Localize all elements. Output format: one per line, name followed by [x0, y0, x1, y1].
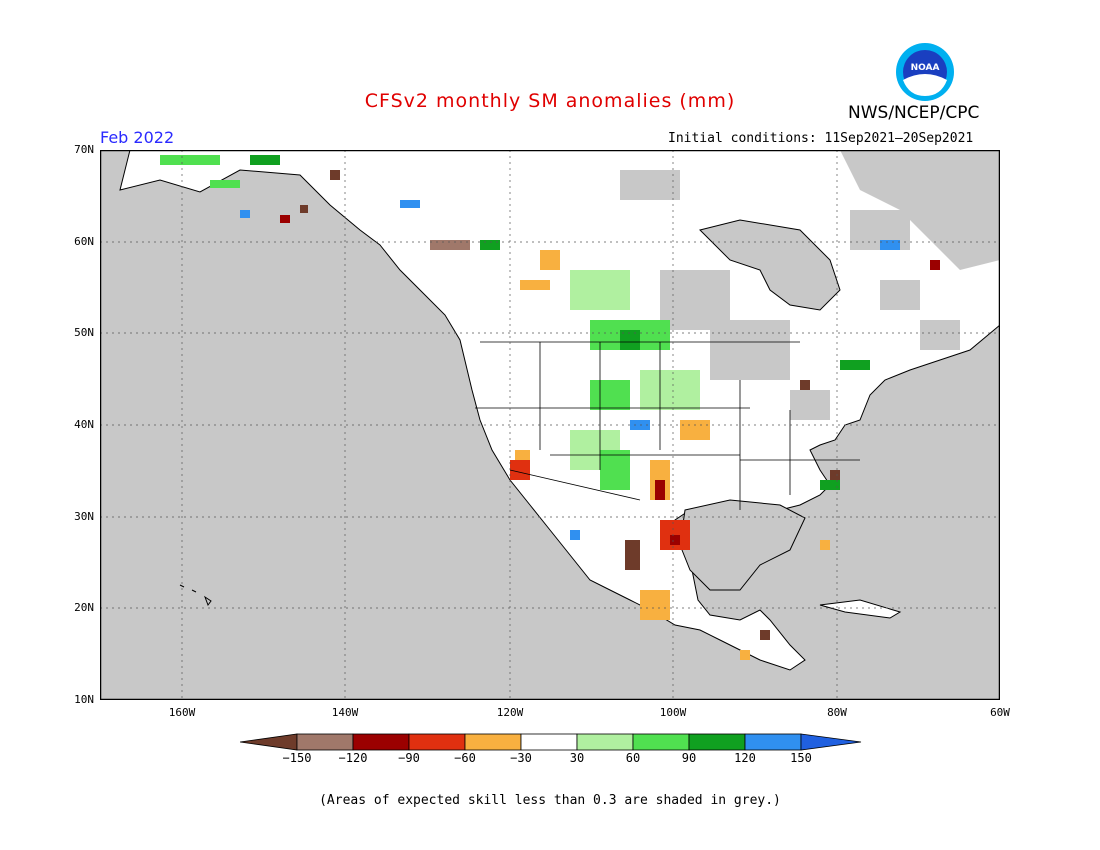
- greenland-region: [840, 150, 1000, 270]
- colorbar-tick: 120: [734, 751, 756, 765]
- map-title: CFSv2 monthly SM anomalies (mm): [364, 90, 736, 112]
- graticule: [100, 150, 1000, 700]
- lon-label-140w: 140W: [331, 706, 359, 719]
- svg-text:NOAA: NOAA: [911, 63, 940, 73]
- colorbar-tick: −30: [510, 751, 532, 765]
- hudson-bay: [699, 219, 841, 311]
- colorbar-cell-2: [296, 733, 354, 751]
- colorbar-cell-3: [352, 733, 410, 751]
- lon-label-100w: 100W: [659, 706, 687, 719]
- lat-label-70n: 70N: [74, 143, 94, 156]
- colorbar-cell-9: [688, 733, 746, 751]
- gulf-of-mexico: [679, 499, 806, 591]
- colorbar-cell-10: [744, 733, 802, 751]
- colorbar-cell-1: [240, 733, 298, 751]
- soil-moisture-map: [100, 150, 1000, 700]
- colorbar-cell-4: [408, 733, 466, 751]
- colorbar-tick: 30: [569, 751, 585, 765]
- anomaly-cells: [160, 155, 940, 660]
- colorbar: [240, 733, 862, 751]
- low-skill-mask: [100, 170, 960, 700]
- lat-label-30n: 30N: [74, 510, 94, 523]
- map-frame: [100, 150, 1000, 700]
- colorbar-tick: 60: [625, 751, 641, 765]
- colorbar-cell-5: [464, 733, 522, 751]
- lat-label-20n: 20N: [74, 601, 94, 614]
- agency-label: NWS/NCEP/CPC: [848, 103, 980, 123]
- colorbar-tick: −150: [282, 751, 312, 765]
- colorbar-cell-8: [632, 733, 690, 751]
- colorbar-tick: −60: [454, 751, 476, 765]
- lat-label-10n: 10N: [74, 693, 94, 706]
- colorbar-tick: 150: [790, 751, 812, 765]
- colorbar-tick: −90: [398, 751, 420, 765]
- colorbar-cell-11: [800, 733, 862, 751]
- lat-label-60n: 60N: [74, 235, 94, 248]
- cuba: [819, 599, 902, 619]
- lon-label-80w: 80W: [827, 706, 847, 719]
- political-borders: [475, 341, 860, 510]
- colorbar-tick: 90: [681, 751, 697, 765]
- hawaii: [179, 584, 212, 607]
- lon-label-160w: 160W: [168, 706, 196, 719]
- lon-label-120w: 120W: [496, 706, 524, 719]
- initial-conditions: Initial conditions: 11Sep2021–20Sep2021: [668, 131, 974, 146]
- colorbar-cell-6: [520, 733, 578, 751]
- skill-footnote: (Areas of expected skill less than 0.3 a…: [319, 793, 781, 808]
- forecast-month: Feb 2022: [100, 128, 175, 147]
- lat-label-50n: 50N: [74, 326, 94, 339]
- lat-label-40n: 40N: [74, 418, 94, 431]
- lon-label-60w: 60W: [990, 706, 1010, 719]
- noaa-logo: NOAA: [896, 43, 954, 101]
- colorbar-tick: −120: [338, 751, 368, 765]
- colorbar-cell-7: [576, 733, 634, 751]
